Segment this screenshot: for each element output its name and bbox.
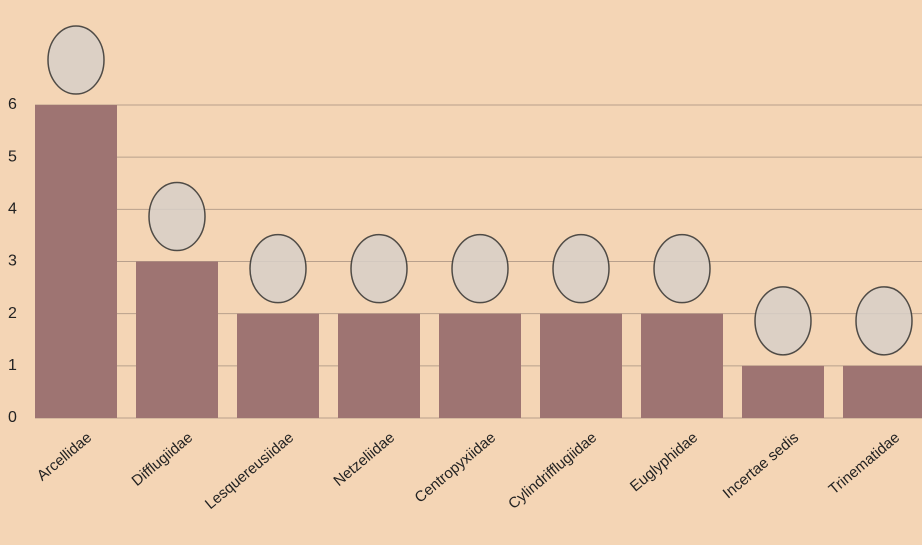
bar xyxy=(540,314,622,418)
illustration xyxy=(856,287,912,355)
bar xyxy=(136,262,218,419)
bar xyxy=(843,366,922,418)
illustration xyxy=(351,235,407,303)
bar xyxy=(237,314,319,418)
y-tick-label: 2 xyxy=(8,305,17,322)
illustration xyxy=(654,235,710,303)
bar xyxy=(338,314,420,418)
y-tick-label: 1 xyxy=(8,357,17,374)
illustration xyxy=(149,183,205,251)
y-tick-label: 4 xyxy=(8,201,17,218)
y-tick-label: 3 xyxy=(8,253,17,270)
illustration xyxy=(755,287,811,355)
y-tick-label: 0 xyxy=(8,409,17,426)
y-tick-label: 5 xyxy=(8,148,17,165)
bar xyxy=(439,314,521,418)
illustration xyxy=(553,235,609,303)
illustration xyxy=(250,235,306,303)
illustration xyxy=(452,235,508,303)
y-tick-label: 6 xyxy=(8,96,17,113)
chart: 0123456ArcellidaeDifflugiidaeLesquereusi… xyxy=(0,0,922,545)
bar xyxy=(641,314,723,418)
bar xyxy=(742,366,824,418)
illustration xyxy=(48,26,104,94)
bar xyxy=(35,105,117,418)
